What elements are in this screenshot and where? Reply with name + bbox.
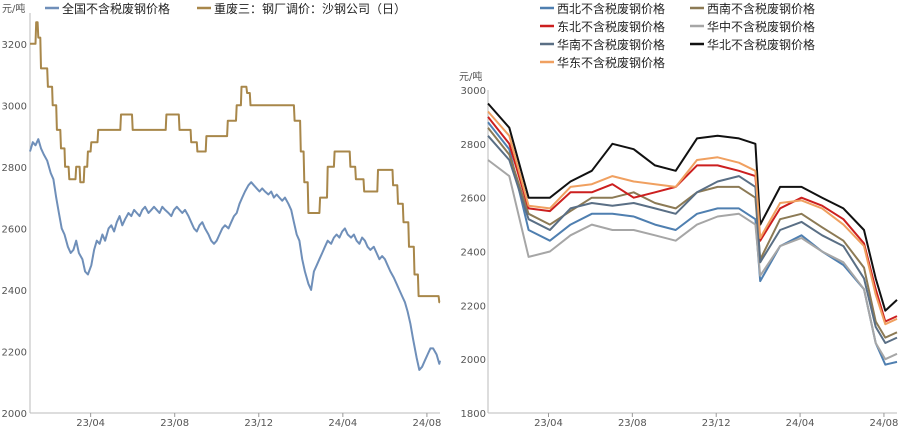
left-y-tick-label: 2200 bbox=[2, 347, 27, 358]
right-y-tick-label: 2200 bbox=[461, 301, 486, 312]
left-x-tick-label: 24/04 bbox=[328, 418, 357, 429]
right-legend-label-1: 西北不含税废钢价格 bbox=[557, 1, 665, 16]
left-series-line-1 bbox=[29, 138, 441, 371]
left-x-tick-label: 23/12 bbox=[244, 418, 273, 429]
right-x-tick-label: 23/04 bbox=[534, 418, 563, 429]
right-legend-label-4: 华中不含税废钢价格 bbox=[707, 19, 815, 34]
right-x-tick-label: 24/08 bbox=[870, 418, 899, 429]
right-x-tick-label: 23/08 bbox=[618, 418, 647, 429]
right-y-tick-label: 2400 bbox=[461, 248, 486, 259]
right-legend-label-3: 东北不含税废钢价格 bbox=[557, 19, 665, 34]
left-x-tick-label: 23/04 bbox=[76, 418, 105, 429]
left-y-tick-label: 2000 bbox=[2, 409, 27, 420]
right-y-tick-label: 2800 bbox=[461, 140, 486, 151]
right-x-tick-label: 24/04 bbox=[786, 418, 815, 429]
right-legend-label-7: 华东不含税废钢价格 bbox=[557, 55, 665, 70]
right-legend-label-2: 西南不含税废钢价格 bbox=[707, 1, 815, 16]
left-chart: 元/吨 2000 2200 2400 2600 2800 3000 3200 23/04 23/0… bbox=[2, 1, 442, 429]
right-series-line-6 bbox=[487, 102, 898, 312]
right-series-line-7 bbox=[487, 110, 898, 326]
right-series-line-4 bbox=[487, 159, 898, 361]
right-x-tick-label: 23/12 bbox=[702, 418, 731, 429]
right-y-tick-label: 2600 bbox=[461, 194, 486, 205]
left-y-tick-label: 2600 bbox=[2, 224, 27, 235]
right-legend-label-5: 华南不含税废钢价格 bbox=[557, 37, 665, 52]
left-y-unit-label: 元/吨 bbox=[2, 2, 25, 15]
left-series-line-2 bbox=[30, 21, 441, 304]
right-series-line-1 bbox=[487, 121, 898, 366]
right-y-unit-label: 元/吨 bbox=[459, 70, 482, 83]
left-x-tick-label: 24/08 bbox=[412, 418, 441, 429]
right-y-tick-label: 2000 bbox=[461, 355, 486, 366]
right-series-line-3 bbox=[487, 116, 898, 323]
right-chart: 元/吨 1800 2000 2200 2400 2600 2800 3000 23/04 23/0… bbox=[459, 1, 898, 429]
left-y-tick-label: 2800 bbox=[2, 163, 27, 174]
left-x-tick-label: 23/08 bbox=[160, 418, 189, 429]
right-y-tick-label: 3000 bbox=[461, 86, 486, 97]
right-series-line-2 bbox=[487, 127, 898, 339]
right-series-line-5 bbox=[487, 135, 898, 344]
right-y-tick-label: 1800 bbox=[461, 409, 486, 420]
left-legend-label-2: 重废三：钢厂调价：沙钢公司（日） bbox=[214, 1, 406, 16]
right-legend-label-6: 华北不含税废钢价格 bbox=[707, 37, 815, 52]
left-legend-label-1: 全国不含税废钢价格 bbox=[62, 1, 170, 16]
left-y-tick-label: 3200 bbox=[2, 40, 27, 51]
left-y-tick-label: 2400 bbox=[2, 286, 27, 297]
left-y-tick-label: 3000 bbox=[2, 101, 27, 112]
